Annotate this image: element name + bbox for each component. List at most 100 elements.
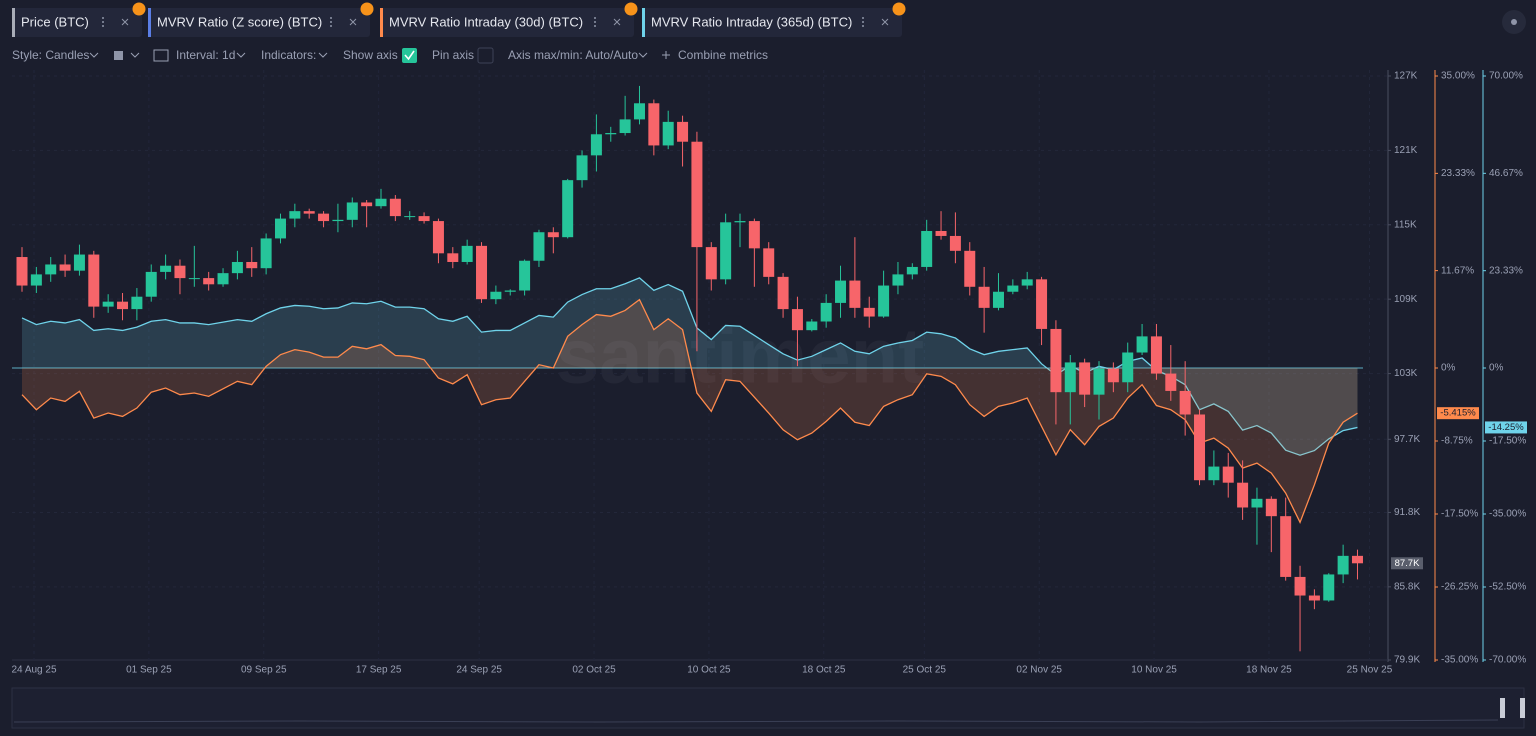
x-tick-label: 02 Nov 25 xyxy=(1016,665,1062,676)
indicators-select[interactable]: Indicators: xyxy=(261,48,316,62)
tick-label: 91.8K xyxy=(1394,507,1420,518)
tab-menu-dot xyxy=(330,17,332,19)
tab-label: MVRV Ratio Intraday (365d) (BTC) xyxy=(651,14,852,29)
line xyxy=(21,277,1358,456)
candle-body xyxy=(835,280,847,303)
tick-label: -26.25% xyxy=(1441,582,1478,593)
candle-body xyxy=(763,248,775,277)
candle-body xyxy=(576,155,588,181)
x-tick-label: 01 Sep 25 xyxy=(126,665,172,676)
metric-tab[interactable] xyxy=(148,8,370,37)
candle-body xyxy=(1323,574,1335,601)
tick-label: -70.00% xyxy=(1489,655,1526,666)
tab-menu-dot xyxy=(330,21,332,23)
tab-color xyxy=(12,8,15,37)
candle-body xyxy=(30,274,42,286)
interval-icon xyxy=(153,49,169,62)
candle-body xyxy=(633,103,645,120)
asset-badge xyxy=(892,2,906,16)
candle-body xyxy=(691,141,703,248)
tick-label: 70.00% xyxy=(1489,71,1523,82)
tick-label: 121K xyxy=(1394,145,1418,156)
candle-body xyxy=(188,278,200,280)
last-value-badge xyxy=(1485,421,1527,434)
candle-body xyxy=(1007,285,1019,292)
tab-close[interactable] xyxy=(613,18,621,26)
show-axis-label: Show axis xyxy=(343,48,398,62)
candle-body xyxy=(217,273,229,285)
candle-body xyxy=(346,202,358,220)
tab-label: MVRV Ratio Intraday (30d) (BTC) xyxy=(389,14,583,29)
candle-body xyxy=(174,265,186,279)
area xyxy=(22,299,1358,523)
candle-body xyxy=(906,266,918,275)
candle-body xyxy=(102,301,114,307)
candle-body xyxy=(921,230,933,267)
x-tick-label: 24 Aug 25 xyxy=(11,665,56,676)
tick-label: 97.7K xyxy=(1394,434,1420,445)
navigator-handle[interactable] xyxy=(1500,698,1505,718)
candle-body xyxy=(1021,279,1033,286)
tab-close[interactable] xyxy=(881,18,889,26)
chevron xyxy=(318,52,328,58)
style-select[interactable]: Style: Candles xyxy=(12,48,89,62)
navigator[interactable] xyxy=(11,687,1525,729)
candle-body xyxy=(1050,328,1062,393)
candle-body xyxy=(447,253,459,262)
tick-label: 127K xyxy=(1394,71,1418,82)
metric-tab[interactable] xyxy=(12,8,142,37)
interval-select[interactable]: Interval: 1d xyxy=(176,48,235,62)
axis-range-select[interactable]: Axis max/min: Auto/Auto xyxy=(508,48,638,62)
candle-body xyxy=(131,296,143,310)
candle-body xyxy=(619,119,631,134)
candle-body xyxy=(605,133,617,135)
tab-label: Price (BTC) xyxy=(21,14,89,29)
tab-menu-dot xyxy=(102,17,104,19)
x-tick-label: 09 Sep 25 xyxy=(241,665,287,676)
candle-body xyxy=(1107,368,1119,383)
candle-body xyxy=(1136,336,1148,353)
candle-body xyxy=(231,261,243,274)
candle-body xyxy=(88,254,100,307)
candle-body xyxy=(878,285,890,317)
tab-color xyxy=(380,8,383,37)
show-axis-checkbox[interactable] xyxy=(402,48,417,63)
candle-body xyxy=(73,254,85,271)
x-tick-label: 10 Oct 25 xyxy=(687,665,731,676)
candle-body xyxy=(1194,414,1206,481)
candle-body xyxy=(1093,368,1105,395)
candle-body xyxy=(203,278,215,285)
metric-tab[interactable] xyxy=(642,8,902,37)
candle-body xyxy=(1079,362,1091,395)
candle-body xyxy=(590,134,602,156)
candle-body xyxy=(117,301,129,310)
tick-label: -35.00% xyxy=(1489,509,1526,520)
color-select[interactable] xyxy=(114,51,123,60)
last-value-badge xyxy=(1437,407,1479,420)
tab-menu-dot xyxy=(862,21,864,23)
tick-label: -52.50% xyxy=(1489,582,1526,593)
candle-body xyxy=(1165,373,1177,391)
candle-body xyxy=(389,198,401,217)
combine-metrics[interactable]: Combine metrics xyxy=(678,48,768,62)
candle-body xyxy=(720,222,732,280)
candle-body xyxy=(949,235,961,251)
asset-badge xyxy=(360,2,374,16)
check-mark xyxy=(404,50,415,61)
candle-body xyxy=(791,309,803,331)
pin-axis-checkbox[interactable] xyxy=(477,47,494,64)
metric-tab[interactable] xyxy=(380,8,634,37)
candle-body xyxy=(892,274,904,286)
navigator-handle[interactable] xyxy=(1520,698,1525,718)
tab-close[interactable] xyxy=(349,18,357,26)
candle-body xyxy=(1237,482,1249,508)
tick-label: -17.50% xyxy=(1441,509,1478,520)
candle-body xyxy=(1150,336,1162,374)
tick-label: 103K xyxy=(1394,368,1418,379)
candle-body xyxy=(160,265,172,272)
tab-menu-dot xyxy=(102,25,104,27)
candle-body xyxy=(145,271,157,297)
tab-close[interactable] xyxy=(121,18,129,26)
